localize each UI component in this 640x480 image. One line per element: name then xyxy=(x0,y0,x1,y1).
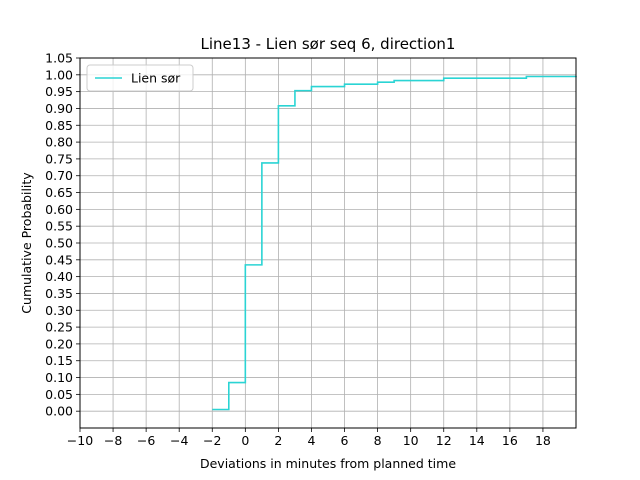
x-tick-label: −10 xyxy=(67,433,93,448)
x-tick-label: 18 xyxy=(535,433,551,448)
y-tick-label: 0.80 xyxy=(45,135,73,150)
legend-label: Lien sør xyxy=(131,71,181,86)
y-tick-label: 0.15 xyxy=(45,353,73,368)
x-tick-label: −8 xyxy=(104,433,122,448)
x-tick-label: −2 xyxy=(203,433,221,448)
y-tick-label: 0.40 xyxy=(45,269,73,284)
y-tick-label: 0.30 xyxy=(45,303,73,318)
y-tick-label: 0.55 xyxy=(45,219,73,234)
x-axis-label: Deviations in minutes from planned time xyxy=(200,456,456,471)
y-axis-label: Cumulative Probability xyxy=(19,172,34,314)
grid xyxy=(79,57,576,428)
x-tick-label: 2 xyxy=(274,433,282,448)
series-layer xyxy=(212,75,577,411)
x-tick-label: 0 xyxy=(241,433,249,448)
y-tick-label: 0.95 xyxy=(45,84,73,99)
y-tick-label: 0.20 xyxy=(45,336,73,351)
y-tick-label: 1.00 xyxy=(45,67,73,82)
y-tick-label: 1.05 xyxy=(45,51,73,66)
y-tick-label: 0.90 xyxy=(45,101,73,116)
y-tick-label: 0.10 xyxy=(45,370,73,385)
x-tick-label: 6 xyxy=(341,433,349,448)
series-line-lien-sor xyxy=(212,75,577,411)
x-tick-label: 12 xyxy=(436,433,452,448)
y-tick-label: 0.00 xyxy=(45,404,73,419)
legend: Lien sør xyxy=(86,64,194,92)
y-tick-label: 0.05 xyxy=(45,387,73,402)
y-tick-label: 0.60 xyxy=(45,202,73,217)
x-tick-label: 16 xyxy=(502,433,518,448)
y-tick-label: 0.65 xyxy=(45,185,73,200)
x-tick-label: −6 xyxy=(137,433,155,448)
x-tick-label: 10 xyxy=(403,433,419,448)
y-tick-label: 0.85 xyxy=(45,118,73,133)
y-tick-label: 0.75 xyxy=(45,151,73,166)
y-axis-ticks: 0.00 0.05 0.10 0.15 0.200.25 0.30 0.35 0.40 0.45… xyxy=(45,51,80,419)
y-tick-label: 0.70 xyxy=(45,168,73,183)
legend-box xyxy=(86,64,194,92)
y-tick-label: 0.45 xyxy=(45,252,73,267)
x-tick-label: 4 xyxy=(307,433,315,448)
y-tick-label: 0.25 xyxy=(45,320,73,335)
y-tick-label: 0.50 xyxy=(45,236,73,251)
x-axis-ticks: −10 −8 −6 −4 −2 0 2 4 6 8 10 12 14 16 18 xyxy=(67,428,551,448)
y-tick-label: 0.35 xyxy=(45,286,73,301)
x-tick-label: −4 xyxy=(170,433,188,448)
x-tick-label: 8 xyxy=(374,433,382,448)
x-tick-label: 14 xyxy=(469,433,485,448)
chart-title: Line13 - Lien sør seq 6, direction1 xyxy=(201,35,456,53)
